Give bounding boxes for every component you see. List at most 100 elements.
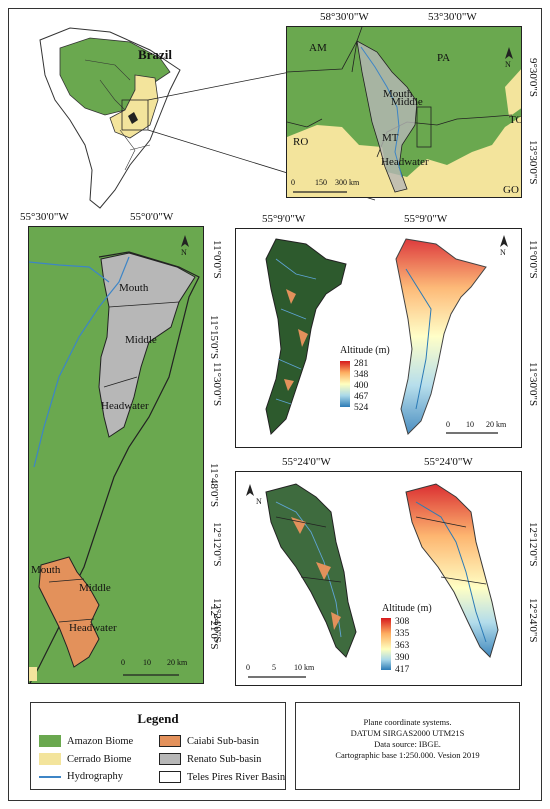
legend-item-renato: Renato Sub-basin (159, 753, 261, 765)
left-north-label: N (181, 248, 187, 257)
caiabi-coord-right-1: 12°12'0"S (527, 522, 539, 567)
left-scale-20: 20 km (167, 658, 188, 667)
locator-teles-basin (356, 40, 418, 193)
label-to: TO (509, 114, 521, 126)
renato-dem-basin (395, 238, 487, 435)
locator-map: AM PA RO MT TO GO Mouth Middle Headwater… (286, 26, 522, 198)
caiabi-scale-0: 0 (246, 663, 250, 672)
legend-item-teles: Teles Pires River Basin (159, 771, 285, 783)
legend-item-caiabi: Caiabi Sub-basin (159, 735, 259, 747)
legend-label-caiabi: Caiabi Sub-basin (187, 735, 260, 747)
renato-coord-top-2: 55°9'0"W (404, 213, 448, 225)
renato-subbasin (98, 252, 196, 438)
north-arrow-shape (505, 47, 513, 59)
renato-north-label: N (500, 248, 506, 257)
caiabi-altitude-svg (246, 483, 499, 678)
legend-item-amazon: Amazon Biome (39, 735, 133, 747)
label-go: GO (503, 184, 519, 196)
locator-svg (287, 27, 521, 197)
caiabi-leg-308: 308 (395, 617, 410, 627)
north-arrow-left (181, 235, 189, 247)
renato-middle-label: Middle (125, 334, 157, 346)
teles-swatch (159, 771, 181, 783)
caiabi-leg-390: 390 (395, 653, 410, 663)
label-mouth-top: Mouth (383, 88, 413, 100)
legend-title: Legend (137, 711, 179, 726)
caiabi-leg-363: 363 (395, 641, 410, 651)
renato-north-arrow (500, 235, 508, 247)
caiabi-coord-left-1: 12°12'0"S (211, 522, 223, 567)
caiabi-legend-title: Altitude (m) (382, 603, 432, 614)
top-coord-right-1: 9°30'0"S (527, 58, 539, 97)
label-middle-top: Middle (391, 96, 423, 108)
teles-pires-outline (29, 251, 200, 683)
left-coord-top-2: 55°0'0"W (130, 211, 174, 223)
caiabi-coord-right-2: 12°24'0"S (527, 598, 539, 643)
info-line-2: DATUM SIRGAS2000 UTM21S (350, 728, 465, 738)
renato-leg-400: 400 (354, 381, 369, 391)
locator-state-lines (287, 27, 513, 158)
info-line-3: Data source: IBGE. (374, 739, 441, 749)
legend-label-teles: Teles Pires River Basin (187, 771, 286, 783)
left-coord-top-1: 55°30'0"W (20, 211, 69, 223)
legend-item-hydrography: Hydrography (39, 771, 123, 782)
renato-mouth-label: Mouth (119, 282, 149, 294)
renato-scale-20: 20 km (486, 420, 507, 429)
label-am: AM (309, 42, 327, 54)
study-area-marker (128, 112, 138, 124)
renato-coord-right-2: 11°30'0"S (527, 362, 539, 407)
renato-legend-title: Altitude (m) (340, 345, 390, 356)
hydrography-swatch (39, 775, 61, 778)
left-coord-right-2: 11°48'0"S (208, 463, 220, 508)
amazon-swatch (39, 735, 61, 747)
renato-coord-left-1: 11°0'0"S (211, 240, 223, 279)
state-boundaries (84, 59, 151, 171)
renato-altitude-map: Altitude (m) 281 348 400 467 524 0 10 20… (235, 228, 522, 448)
subbasin-svg (29, 235, 200, 683)
caiabi-scale-5: 5 (272, 663, 276, 672)
caiabi-middle-label: Middle (79, 582, 111, 594)
north-label-top: N (505, 60, 511, 69)
legend-label-hydrography: Hydrography (67, 771, 123, 782)
legend-label-amazon: Amazon Biome (67, 735, 134, 747)
scale-0-top: 0 (291, 178, 295, 187)
renato-leg-348: 348 (354, 370, 369, 380)
top-coord-right: 53°30'0"W (428, 11, 477, 23)
left-scale-10: 10 (143, 658, 151, 667)
renato-coord-right-1: 11°0'0"S (527, 240, 539, 279)
legend-item-cerrado: Cerrado Biome (39, 753, 131, 765)
renato-scale-10: 10 (466, 420, 474, 429)
caiabi-north-arrow (246, 484, 254, 496)
renato-scale-0: 0 (446, 420, 450, 429)
renato-altitude-ramp (340, 361, 350, 407)
subbasin-map: Mouth Middle Headwater Mouth Middle Head… (28, 226, 204, 684)
brazil-map-svg (39, 27, 181, 209)
info-line-4: Cartographic base 1:250.000. Vesion 2019 (335, 750, 480, 760)
renato-coord-left-2: 11°30'0"S (211, 362, 223, 407)
info-line-1: Plane coordinate systems. (363, 717, 452, 727)
renato-leg-524: 524 (354, 403, 369, 413)
caiabi-swatch (159, 735, 181, 747)
caiabi-subbasin (38, 556, 100, 668)
caiabi-coord-left-2: 12°24'0"S (211, 598, 223, 643)
scale-300-top: 300 km (335, 178, 360, 187)
label-headwater-top: Headwater (381, 156, 429, 168)
caiabi-leg-335: 335 (395, 629, 410, 639)
caiabi-altitude-map: Altitude (m) 308 335 363 390 417 0 5 10 … (235, 471, 522, 686)
caiabi-mouth-label: Mouth (31, 564, 61, 576)
caiabi-dem-basin (405, 483, 499, 658)
caiabi-altitude-ramp (381, 618, 391, 670)
caiabi-coord-top-1: 55°24'0"W (282, 456, 331, 468)
caiabi-scale-10: 10 km (294, 663, 315, 672)
hydrography-line-2 (33, 256, 130, 468)
caiabi-headwater-label: Headwater (69, 622, 117, 634)
top-coord-right-2: 13°30'0"S (527, 140, 539, 185)
renato-altitude-svg (265, 235, 508, 436)
renato-swatch (159, 753, 181, 765)
caiabi-landuse-basin (265, 483, 357, 658)
legend-label-cerrado: Cerrado Biome (67, 753, 132, 765)
label-mt: MT (382, 132, 399, 144)
hydrography-line-1 (29, 261, 110, 283)
renato-coord-top-1: 55°9'0"W (262, 213, 306, 225)
top-coord-left: 58°30'0"W (320, 11, 369, 23)
